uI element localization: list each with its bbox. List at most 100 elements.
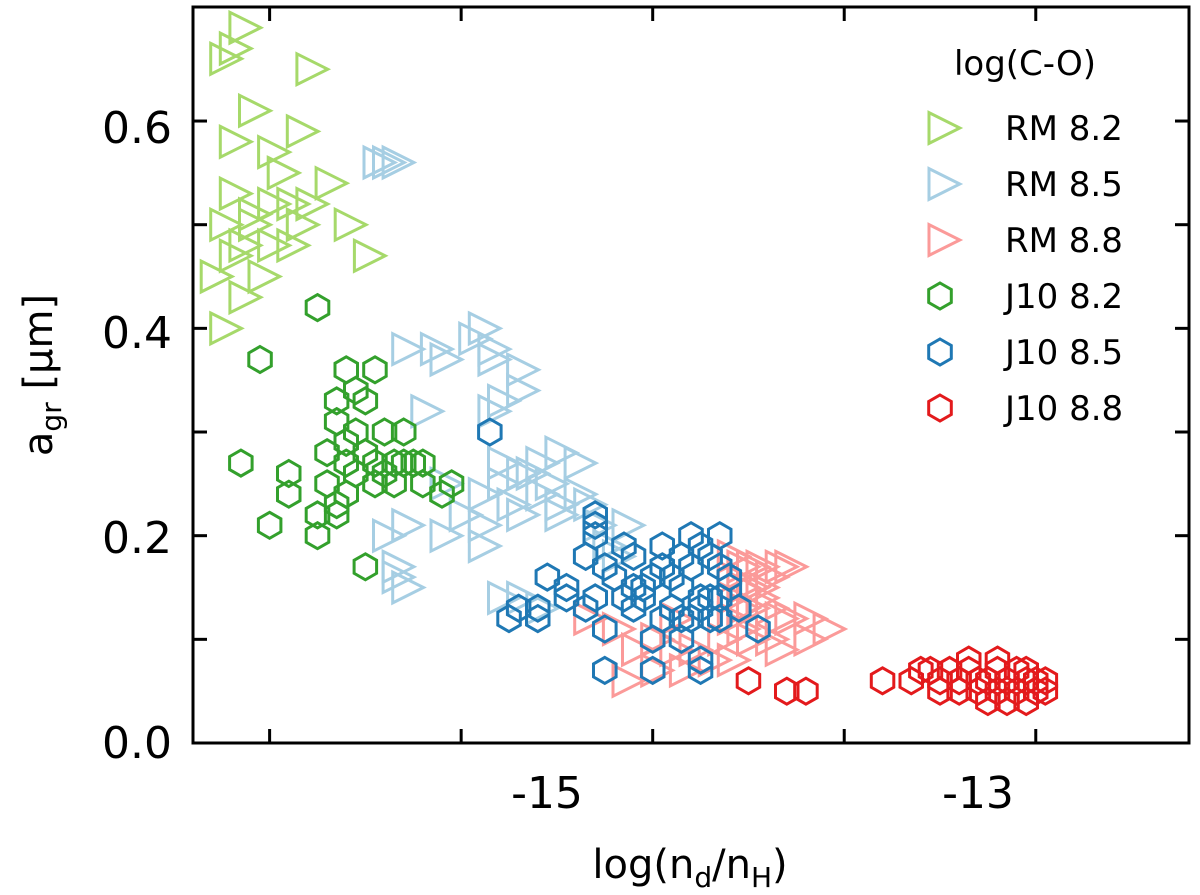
data-point (544, 497, 581, 533)
data-point (774, 676, 800, 706)
data-point (639, 655, 666, 686)
data-point (1023, 676, 1049, 706)
legend-item: J10 8.2 (927, 277, 1123, 317)
legend-marker (927, 166, 964, 202)
data-point (477, 393, 514, 430)
data-point (697, 642, 734, 678)
data-point (774, 600, 810, 637)
data-point (745, 569, 782, 606)
data-point (687, 531, 714, 561)
data-point (256, 510, 283, 541)
data-point (362, 144, 399, 181)
legend-marker (927, 222, 964, 258)
data-point (735, 666, 762, 696)
data-point (506, 372, 542, 409)
data-point (927, 676, 953, 706)
y-axis-label: agr [µm] (16, 294, 68, 456)
legend-marker (927, 393, 953, 423)
series-rm-8-8 (573, 538, 849, 699)
data-point (946, 666, 972, 696)
x-tick-label: -13 (942, 768, 1014, 819)
legend-label: RM 8.5 (1005, 165, 1123, 205)
plot-frame (191, 5, 1191, 745)
data-point (601, 611, 638, 647)
data-point (467, 310, 504, 347)
data-point (764, 631, 801, 668)
data-point (553, 583, 580, 613)
data-point (381, 448, 407, 478)
data-point (582, 583, 608, 613)
data-point (592, 552, 618, 582)
data-point (764, 548, 801, 585)
data-point (228, 227, 265, 264)
data-point (218, 175, 255, 212)
data-point (266, 155, 303, 191)
data-point (371, 458, 398, 489)
data-point (276, 479, 302, 509)
data-point (525, 593, 551, 623)
data-point (525, 476, 561, 513)
data-point (553, 572, 580, 603)
data-point (639, 562, 666, 592)
data-point (228, 9, 265, 46)
data-point (506, 580, 542, 616)
data-point (869, 666, 896, 696)
data-point (716, 600, 753, 637)
data-point (381, 548, 418, 585)
data-point (199, 258, 236, 295)
data-point (745, 614, 771, 644)
data-point (257, 134, 293, 170)
series-j10-8-8 (735, 645, 1059, 717)
legend-item: RM 8.5 (927, 165, 1123, 205)
data-point (381, 469, 407, 499)
data-point (572, 541, 599, 572)
data-point (774, 548, 810, 585)
data-point (304, 520, 331, 551)
data-point (592, 528, 628, 564)
y-tick-label: 0.6 (102, 103, 172, 154)
data-point (620, 541, 647, 572)
data-point (611, 531, 637, 561)
data-point (209, 40, 245, 77)
data-point (218, 123, 255, 160)
series-rm-8-2 (199, 9, 389, 347)
data-point (362, 469, 388, 499)
data-point (448, 497, 485, 533)
data-point (429, 479, 455, 509)
data-point (257, 227, 293, 264)
data-point (295, 51, 332, 88)
data-point (1013, 655, 1039, 686)
data-point (687, 645, 714, 675)
data-point (975, 666, 1001, 696)
data-point (620, 572, 647, 603)
data-point (506, 497, 542, 533)
data-point (391, 331, 427, 367)
data-point (506, 455, 542, 492)
legend-item: J10 8.5 (927, 333, 1123, 373)
data-point (755, 621, 791, 658)
data-point (994, 686, 1020, 717)
data-point (755, 590, 791, 627)
data-point (812, 611, 849, 647)
data-point (381, 144, 418, 181)
data-point (726, 611, 763, 647)
legend: log(C-O) RM 8.2 RM 8.5 RM 8.8 J10 8.2 J10 8.… (927, 44, 1123, 429)
data-point (544, 434, 581, 471)
data-point (745, 548, 782, 585)
data-point (496, 486, 533, 523)
data-point (467, 528, 504, 564)
data-point (381, 559, 418, 595)
data-point (649, 531, 675, 561)
data-point (343, 375, 369, 406)
data-markers (199, 9, 1059, 717)
data-point (505, 593, 532, 623)
data-point (333, 206, 370, 243)
data-point (371, 417, 398, 447)
data-point (611, 662, 648, 699)
data-point (736, 569, 772, 606)
data-point (352, 552, 379, 582)
data-point (707, 603, 733, 634)
data-point (678, 520, 704, 551)
y-tick-label: 0.0 (102, 718, 172, 769)
